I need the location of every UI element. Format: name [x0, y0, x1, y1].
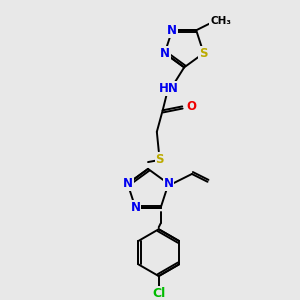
Text: CH₃: CH₃	[210, 16, 231, 26]
Text: N: N	[123, 177, 133, 190]
Text: N: N	[167, 24, 177, 37]
Text: Cl: Cl	[152, 287, 165, 300]
Text: N: N	[160, 47, 170, 60]
Text: HN: HN	[159, 82, 178, 95]
Text: N: N	[130, 201, 140, 214]
Text: N: N	[164, 177, 173, 190]
Text: O: O	[186, 100, 196, 113]
Text: S: S	[155, 153, 164, 166]
Text: S: S	[200, 47, 208, 60]
